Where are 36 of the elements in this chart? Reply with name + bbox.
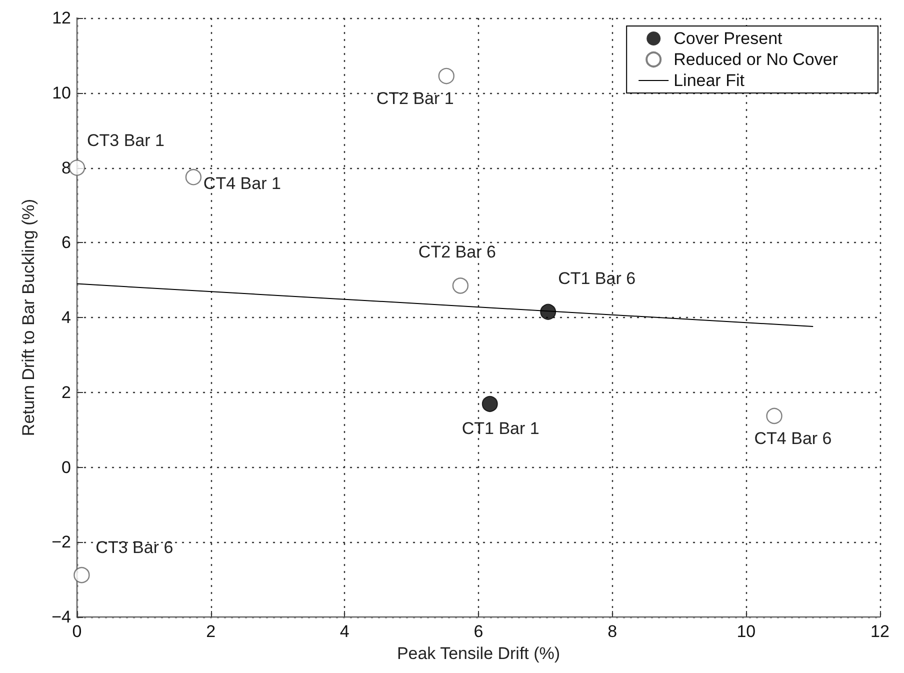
y-tick-label: 2 bbox=[62, 382, 71, 402]
point bbox=[540, 304, 556, 320]
point bbox=[68, 160, 86, 176]
annotation: CT3 Bar 1 bbox=[87, 130, 164, 150]
y-tick-label: 12 bbox=[52, 8, 71, 28]
point bbox=[185, 169, 202, 186]
point bbox=[438, 68, 454, 84]
point bbox=[482, 396, 498, 412]
point bbox=[74, 566, 90, 584]
x-tick-label: 12 bbox=[870, 622, 890, 641]
point bbox=[452, 278, 469, 294]
x-axis-title: Peak Tensile Drift (%) bbox=[396, 644, 560, 663]
annotation: CT3 Bar 6 bbox=[96, 538, 174, 558]
point bbox=[766, 408, 782, 424]
annotation: CT2 Bar 6 bbox=[418, 242, 496, 262]
legend-label: Reduced or No Cover bbox=[674, 50, 838, 69]
annotation: CT2 Bar 1 bbox=[376, 89, 454, 108]
legend-label: Cover Present bbox=[674, 29, 783, 48]
y-tick-label: 6 bbox=[62, 233, 71, 252]
y-tick-label: 10 bbox=[52, 83, 71, 102]
x-tick-label: 2 bbox=[206, 622, 216, 641]
y-tick-label: 4 bbox=[62, 308, 71, 327]
legend-label: Linear Fit bbox=[674, 71, 745, 90]
x-tick-label: 8 bbox=[608, 622, 618, 641]
y-tick-label: 8 bbox=[62, 158, 71, 178]
y-tick-label: −2 bbox=[52, 532, 71, 552]
y-tick-label: −4 bbox=[52, 608, 71, 626]
y-axis-title: Return Drift to Bar Buckling (%) bbox=[19, 198, 38, 436]
x-tick-label: 10 bbox=[736, 622, 756, 641]
annotation: CT4 Bar 1 bbox=[203, 174, 281, 194]
y-tick-label: 0 bbox=[62, 458, 71, 477]
annotation: CT1 Bar 1 bbox=[462, 418, 540, 438]
x-tick-label: 4 bbox=[340, 622, 350, 641]
annotation: CT4 Bar 6 bbox=[754, 428, 832, 448]
x-tick-label: 6 bbox=[474, 622, 484, 641]
annotation: CT1 Bar 6 bbox=[558, 268, 636, 288]
